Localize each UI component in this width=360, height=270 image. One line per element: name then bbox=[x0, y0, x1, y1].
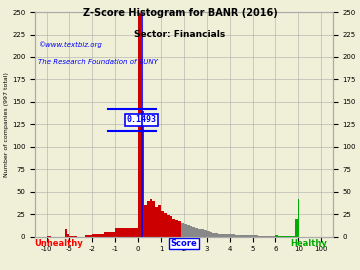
Bar bbox=[73, 236, 77, 237]
Bar bbox=[247, 235, 252, 237]
Text: Sector: Financials: Sector: Financials bbox=[134, 30, 226, 39]
Text: Score: Score bbox=[171, 239, 197, 248]
Bar bbox=[178, 221, 181, 237]
Bar bbox=[152, 201, 155, 237]
Bar bbox=[218, 234, 224, 237]
Bar bbox=[138, 12, 141, 237]
Bar bbox=[104, 232, 115, 237]
Bar bbox=[89, 235, 93, 237]
Bar bbox=[127, 228, 138, 237]
Bar bbox=[147, 201, 149, 237]
Bar bbox=[187, 225, 190, 237]
Bar bbox=[287, 236, 290, 237]
Bar bbox=[235, 235, 241, 237]
Text: Healthy: Healthy bbox=[291, 239, 327, 248]
Bar bbox=[224, 234, 230, 237]
Bar bbox=[144, 205, 147, 237]
Bar bbox=[264, 236, 270, 237]
Bar bbox=[290, 236, 293, 237]
Bar bbox=[195, 228, 198, 237]
Bar bbox=[67, 234, 69, 237]
Bar bbox=[215, 233, 218, 237]
Bar bbox=[85, 235, 89, 237]
Bar bbox=[175, 220, 178, 237]
Bar bbox=[270, 236, 275, 237]
Bar bbox=[141, 111, 144, 237]
Text: ©www.textbiz.org: ©www.textbiz.org bbox=[38, 41, 102, 48]
Bar bbox=[181, 223, 184, 237]
Bar bbox=[69, 236, 73, 237]
Bar bbox=[93, 234, 104, 237]
Bar bbox=[46, 236, 51, 237]
Bar bbox=[212, 233, 215, 237]
Bar bbox=[149, 199, 152, 237]
Y-axis label: Number of companies (997 total): Number of companies (997 total) bbox=[4, 72, 9, 177]
Bar bbox=[252, 235, 258, 237]
Bar bbox=[193, 227, 195, 237]
Bar bbox=[284, 236, 287, 237]
Bar bbox=[65, 230, 67, 237]
Bar bbox=[167, 215, 170, 237]
Bar bbox=[155, 207, 158, 237]
Bar bbox=[275, 235, 278, 237]
Bar bbox=[115, 228, 127, 237]
Bar bbox=[204, 230, 207, 237]
Bar bbox=[278, 236, 281, 237]
Bar bbox=[201, 230, 204, 237]
Text: Z-Score Histogram for BANR (2016): Z-Score Histogram for BANR (2016) bbox=[83, 8, 277, 18]
Bar bbox=[161, 211, 164, 237]
Bar bbox=[184, 224, 187, 237]
Bar bbox=[230, 234, 235, 237]
Bar bbox=[207, 231, 210, 237]
Text: Unhealthy: Unhealthy bbox=[35, 239, 83, 248]
Bar bbox=[158, 205, 161, 237]
Bar bbox=[170, 216, 172, 237]
Text: 0.1493: 0.1493 bbox=[127, 115, 157, 124]
Bar bbox=[164, 213, 167, 237]
Bar bbox=[198, 228, 201, 237]
Bar bbox=[241, 235, 247, 237]
Bar bbox=[190, 226, 193, 237]
Bar bbox=[293, 236, 296, 237]
Bar bbox=[172, 219, 175, 237]
Bar bbox=[258, 236, 264, 237]
Text: The Research Foundation of SUNY: The Research Foundation of SUNY bbox=[38, 59, 158, 65]
Bar bbox=[296, 219, 298, 237]
Bar bbox=[210, 232, 212, 237]
Bar bbox=[281, 236, 284, 237]
